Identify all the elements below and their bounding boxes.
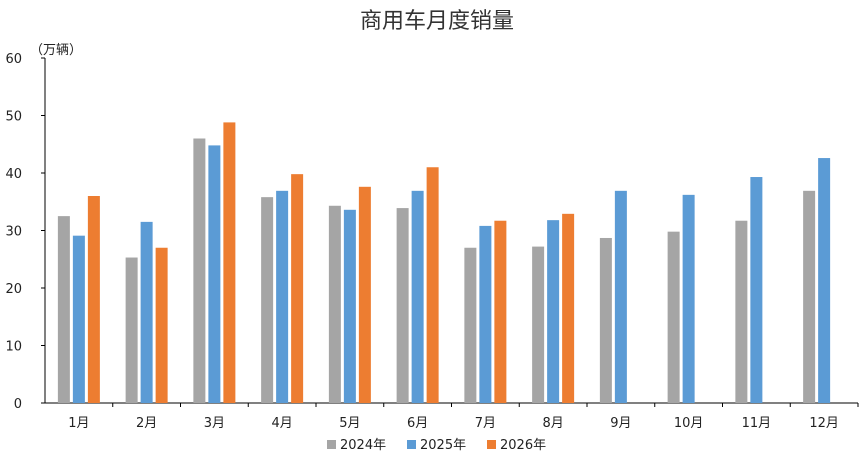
- bar-2026年-1月: [87, 196, 100, 403]
- x-tick-label: 10月: [674, 416, 704, 431]
- x-tick-label: 2月: [136, 416, 157, 431]
- x-tick-label: 4月: [271, 416, 292, 431]
- bar-2025年-1月: [72, 235, 85, 403]
- x-tick-label: 1月: [68, 416, 89, 431]
- bar-2025年-12月: [818, 158, 831, 403]
- bar-2024年-3月: [193, 138, 206, 403]
- bar-2025年-3月: [208, 145, 221, 403]
- bar-2024年-2月: [125, 257, 138, 403]
- bar-2024年-4月: [261, 197, 274, 403]
- bar-2025年-6月: [411, 190, 424, 403]
- legend-swatch: [407, 440, 416, 449]
- y-axis-unit-label: （万辆）: [30, 43, 82, 58]
- x-tick-label: 6月: [407, 416, 428, 431]
- bar-2025年-10月: [682, 194, 695, 403]
- bar-2024年-7月: [464, 247, 477, 403]
- bar-2026年-4月: [291, 174, 304, 403]
- x-tick-label: 5月: [339, 416, 360, 431]
- legend: 2024年 2025年 2026年: [327, 438, 546, 453]
- x-tick-label: 11月: [742, 416, 772, 431]
- legend-label: 2025年: [420, 438, 466, 453]
- bar-2025年-8月: [547, 220, 560, 403]
- bar-2026年-3月: [223, 122, 236, 404]
- bar-2024年-11月: [735, 220, 748, 403]
- x-tick-label: 9月: [610, 416, 631, 431]
- legend-swatch: [487, 440, 496, 449]
- bars: [57, 122, 831, 404]
- y-tick-label: 10: [5, 340, 22, 355]
- y-tick-label: 30: [5, 225, 22, 240]
- x-tick-label: 3月: [204, 416, 225, 431]
- bar-2025年-2月: [140, 221, 153, 403]
- bar-2024年-1月: [57, 216, 70, 403]
- y-tick-label: 50: [5, 110, 22, 125]
- bar-2024年-9月: [599, 237, 612, 403]
- bar-2024年-12月: [803, 190, 816, 403]
- y-tick-label: 60: [5, 52, 22, 67]
- bar-2024年-6月: [396, 208, 409, 403]
- bar-2025年-7月: [479, 225, 492, 403]
- y-tick-label: 40: [5, 167, 22, 182]
- bar-2026年-7月: [494, 220, 507, 403]
- x-tick-label: 12月: [809, 416, 839, 431]
- x-tick-label: 7月: [475, 416, 496, 431]
- bar-2026年-8月: [562, 213, 575, 403]
- bar-2024年-10月: [667, 231, 680, 403]
- x-tick-label: 8月: [542, 416, 563, 431]
- legend-swatch: [327, 440, 336, 449]
- y-tick-label: 0: [14, 397, 22, 412]
- bar-2026年-6月: [426, 167, 439, 403]
- bar-2026年-2月: [155, 247, 168, 403]
- bar-2025年-5月: [343, 209, 356, 403]
- x-axis-ticks: 1月 2月 3月 4月 5月 6月 7月 8月 9月 10月 11月 12月: [68, 403, 859, 431]
- bar-2025年-11月: [750, 177, 763, 403]
- bar-2026年-5月: [358, 186, 371, 403]
- chart-title: 商用车月度销量: [360, 9, 514, 34]
- bar-2025年-9月: [614, 190, 627, 403]
- y-tick-label: 20: [5, 282, 22, 297]
- bar-2024年-8月: [532, 246, 545, 403]
- legend-label: 2026年: [500, 438, 546, 453]
- y-axis-ticks: 0 10 20 30 40 50 60: [5, 52, 45, 412]
- legend-label: 2024年: [340, 438, 386, 453]
- bar-2024年-5月: [328, 205, 341, 403]
- bar-2025年-4月: [276, 190, 289, 403]
